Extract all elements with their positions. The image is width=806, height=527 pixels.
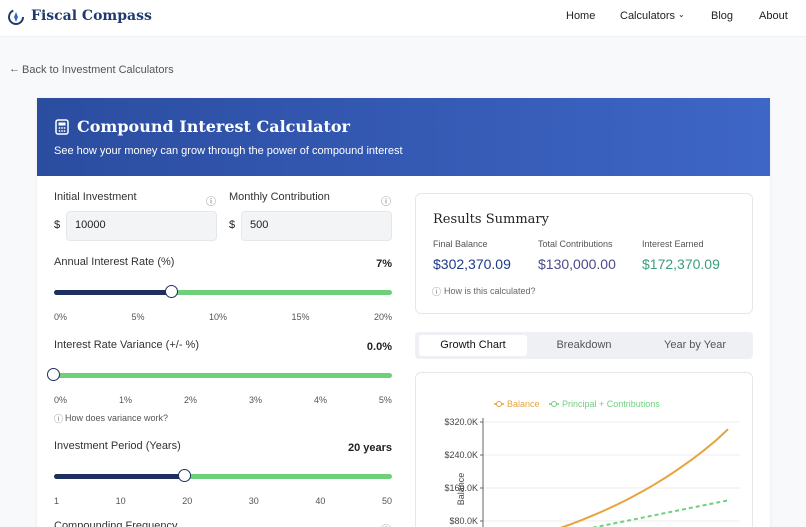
active-tab bbox=[419, 335, 527, 356]
text-input[interactable] bbox=[241, 211, 392, 241]
slider-tick-label: 30 bbox=[248, 496, 259, 506]
nav-link[interactable]: About bbox=[759, 10, 788, 22]
info-icon: ⓘ bbox=[206, 197, 216, 208]
slider-tick-label: 4% bbox=[313, 395, 327, 405]
input-value: 500 bbox=[250, 219, 269, 231]
slider-label: Annual Interest Rate (%) bbox=[54, 256, 175, 268]
legend-swatch bbox=[551, 401, 557, 407]
slider-knob[interactable] bbox=[47, 368, 60, 381]
help-icon: ⓘ bbox=[54, 414, 64, 424]
series-line bbox=[591, 499, 729, 527]
y-tick-label: $240.0K bbox=[444, 450, 478, 460]
logo-icon bbox=[8, 9, 24, 25]
info-icon: ⓘ bbox=[381, 521, 391, 527]
series-line bbox=[560, 428, 729, 527]
slider-tick-label: 1 bbox=[54, 496, 60, 506]
slider-tick-label: 50 bbox=[381, 496, 392, 506]
slider-track bbox=[54, 373, 392, 378]
legend-label: Principal + Contributions bbox=[562, 399, 660, 409]
input-value: 10000 bbox=[75, 219, 106, 231]
result-label: Total Contributions bbox=[538, 239, 613, 249]
result-value: $172,370.09 bbox=[642, 256, 720, 272]
section-label: Compounding Frequency bbox=[54, 520, 178, 527]
slider-tick-label: 2% bbox=[183, 395, 197, 405]
results-box bbox=[415, 193, 753, 314]
slider-ticks: 0% 1% 2% 3% 4% 5% bbox=[54, 395, 392, 405]
slider-fill bbox=[54, 290, 173, 295]
nav-link[interactable]: Home bbox=[566, 10, 596, 22]
slider-tick-label: 20% bbox=[373, 312, 392, 322]
slider-fill bbox=[54, 474, 186, 479]
slider-value: 0.0% bbox=[366, 341, 392, 353]
result-label: Interest Earned bbox=[642, 239, 704, 249]
slider-tick-label: 20 bbox=[182, 496, 193, 506]
dropdown-caret: ⌄ bbox=[678, 10, 685, 19]
slider-tick-label: 0% bbox=[54, 312, 68, 322]
y-tick-label: $160.0K bbox=[444, 483, 478, 493]
tab[interactable]: Breakdown bbox=[556, 339, 612, 351]
slider-tick-label: 5% bbox=[131, 312, 145, 322]
results-help[interactable]: How is this calculated? bbox=[444, 286, 536, 296]
slider-value: 7% bbox=[376, 258, 392, 270]
slider-label: Investment Period (Years) bbox=[54, 440, 181, 452]
input-label: Initial Investment bbox=[54, 191, 137, 203]
y-tick-label: $320.0K bbox=[444, 417, 478, 427]
legend-swatch bbox=[496, 401, 502, 407]
nav-link[interactable]: Calculators bbox=[620, 10, 676, 22]
nav-link[interactable]: Blog bbox=[711, 10, 734, 22]
slider-tick-label: 15% bbox=[291, 312, 310, 322]
slider-knob[interactable] bbox=[178, 469, 192, 482]
back-arrow: ← bbox=[9, 63, 20, 75]
slider-help[interactable]: How does variance work? bbox=[65, 413, 169, 423]
slider-tick-label: 0% bbox=[54, 395, 68, 405]
slider-tick-label: 3% bbox=[248, 395, 262, 405]
text-input[interactable] bbox=[66, 211, 217, 241]
slider-track bbox=[54, 290, 392, 295]
brand[interactable]: Fiscal Compass bbox=[31, 8, 152, 24]
tab[interactable]: Year by Year bbox=[664, 339, 726, 351]
slider-tick-label: 10 bbox=[115, 496, 126, 506]
back-link[interactable]: Back to Investment Calculators bbox=[22, 64, 174, 76]
result-label: Final Balance bbox=[433, 239, 488, 249]
slider-value: 20 years bbox=[347, 442, 392, 454]
slider-ticks: 1 10 20 30 40 50 bbox=[54, 496, 392, 506]
card-header bbox=[37, 98, 770, 176]
nav-bar bbox=[0, 0, 806, 37]
help-icon: ⓘ bbox=[432, 287, 442, 297]
results-title: Results Summary bbox=[433, 212, 549, 227]
slider-ticks: 0% 5% 10% 15% 20% bbox=[54, 312, 392, 322]
chart-box bbox=[415, 372, 753, 527]
result-value: $302,370.09 bbox=[433, 256, 511, 272]
slider-tick-label: 10% bbox=[208, 312, 227, 322]
result-value: $130,000.00 bbox=[538, 256, 616, 272]
slider-tick-label: 40 bbox=[315, 496, 326, 506]
calculator-subtitle: See how your money can grow through the … bbox=[54, 145, 403, 157]
currency: $ bbox=[54, 219, 61, 231]
slider-track bbox=[54, 474, 392, 479]
slider-label: Interest Rate Variance (+/- %) bbox=[54, 339, 199, 351]
slider-tick-label: 5% bbox=[378, 395, 392, 405]
tab[interactable]: Growth Chart bbox=[440, 339, 506, 351]
y-tick-label: $80.0K bbox=[449, 516, 478, 526]
currency: $ bbox=[229, 219, 236, 231]
y-axis-label: Balance bbox=[456, 473, 466, 506]
growth-chart: $80.0K $160.0K $240.0K $320.0K Balance Balanc… bbox=[444, 399, 740, 527]
input-label: Monthly Contribution bbox=[229, 191, 330, 203]
slider-tick-label: 1% bbox=[118, 395, 132, 405]
calculator-icon bbox=[55, 119, 69, 135]
slider-knob[interactable] bbox=[165, 285, 179, 298]
legend-label: Balance bbox=[507, 399, 540, 409]
info-icon: ⓘ bbox=[381, 197, 391, 208]
calculator-title: Compound Interest Calculator bbox=[77, 117, 350, 136]
